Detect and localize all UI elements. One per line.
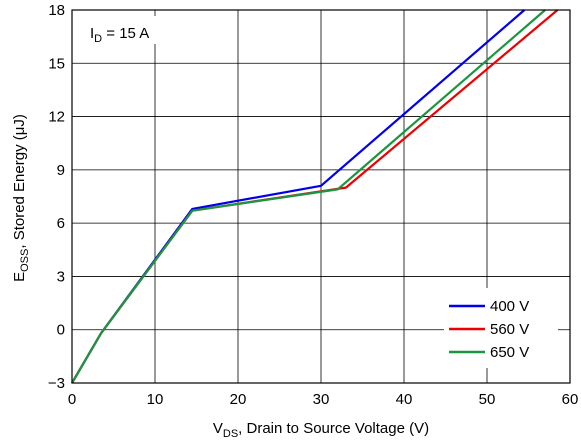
series-line-650v	[71, 9, 546, 384]
y-axis-label: EOSS, Stored Energy (μJ)	[11, 114, 31, 282]
legend-label: 650 V	[490, 344, 529, 361]
x-tick-label: 50	[479, 391, 496, 408]
plot-frame	[71, 9, 571, 384]
x-tick-label: 60	[562, 391, 579, 408]
y-tick-label: 0	[57, 322, 65, 339]
legend-label: 560 V	[490, 321, 529, 338]
x-axis-label: VDS, Drain to Source Voltage (V)	[213, 420, 429, 440]
current-annotation: ID = 15 A	[90, 25, 149, 45]
annotation-background	[78, 16, 170, 44]
x-tick-label: 40	[396, 391, 413, 408]
y-tick-label: 18	[48, 2, 65, 19]
y-tick-label: −3	[48, 375, 65, 392]
y-tick-label: 9	[57, 162, 65, 179]
series-lines	[71, 9, 559, 384]
y-tick-label: 6	[57, 215, 65, 232]
x-tick-label: 10	[147, 391, 164, 408]
x-axis-ticks: 0 10 20 30 40 50 60	[68, 391, 579, 408]
x-tick-label: 20	[230, 391, 247, 408]
y-tick-label: 3	[57, 268, 65, 285]
grid	[72, 10, 570, 383]
legend-label: 400 V	[490, 298, 529, 315]
legend: 400 V 560 V 650 V	[449, 298, 529, 361]
y-tick-label: 12	[48, 109, 65, 126]
x-tick-label: 30	[313, 391, 330, 408]
y-axis-ticks: −3 0 3 6 9 12 15 18	[48, 2, 65, 392]
x-tick-label: 0	[68, 391, 76, 408]
y-tick-label: 15	[48, 55, 65, 72]
